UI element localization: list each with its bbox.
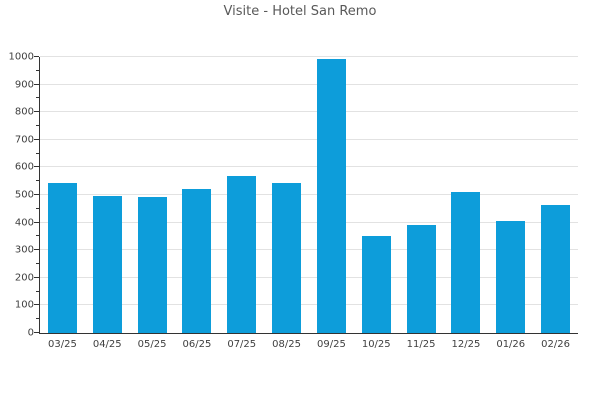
gridline xyxy=(40,194,578,195)
x-axis-line xyxy=(39,333,578,334)
bar-02/26 xyxy=(541,204,571,333)
x-axis-label: 09/25 xyxy=(317,339,346,350)
gridline xyxy=(40,83,578,85)
y-axis-minor-tick xyxy=(36,290,39,292)
y-axis-major-tick xyxy=(34,138,39,140)
bar-12/25 xyxy=(451,191,481,333)
y-axis-major-tick xyxy=(34,194,39,195)
gridline xyxy=(40,138,578,140)
y-axis-major-tick xyxy=(34,249,39,251)
y-axis-label: 500 xyxy=(14,189,34,201)
bar-03/25 xyxy=(47,182,77,333)
y-axis-major-tick xyxy=(34,221,39,223)
x-axis-label: 11/25 xyxy=(406,339,436,350)
bar-09/25 xyxy=(316,58,346,333)
y-axis-label: 600 xyxy=(14,161,34,173)
y-axis-label: 200 xyxy=(14,272,34,284)
bar-11/25 xyxy=(406,225,436,333)
x-axis-label: 03/25 xyxy=(48,339,77,350)
gridline xyxy=(40,304,578,306)
bar-08/25 xyxy=(272,183,302,333)
y-axis-label: 400 xyxy=(14,217,34,229)
y-axis-label: 800 xyxy=(14,106,34,118)
gridline xyxy=(40,249,578,251)
y-axis-minor-tick xyxy=(36,152,39,154)
y-axis-major-tick xyxy=(34,304,39,306)
y-axis-minor-tick xyxy=(36,235,39,237)
y-axis-major-tick xyxy=(34,56,39,57)
y-axis-major-tick xyxy=(34,276,39,278)
gridline xyxy=(40,221,578,223)
y-axis-minor-tick xyxy=(36,263,39,264)
y-axis-minor-tick xyxy=(36,180,39,182)
y-axis-major-tick xyxy=(34,166,39,168)
y-axis-minor-tick xyxy=(36,207,39,209)
x-axis-label: 04/25 xyxy=(92,339,122,350)
x-axis-label: 01/26 xyxy=(496,339,526,350)
x-axis-label: 02/26 xyxy=(541,339,570,350)
x-axis-label: 06/25 xyxy=(182,339,212,350)
x-axis-label: 10/25 xyxy=(361,339,391,350)
y-axis-minor-tick xyxy=(36,125,39,126)
gridline xyxy=(40,56,578,57)
chart-title: Visite - Hotel San Remo xyxy=(223,4,377,19)
bar-07/25 xyxy=(227,176,257,333)
bar-06/25 xyxy=(182,189,212,333)
bar-04/25 xyxy=(92,196,122,333)
y-axis-minor-tick xyxy=(36,69,39,71)
y-axis-label: 1000 xyxy=(8,51,34,63)
plot-area xyxy=(34,56,578,334)
bar-01/26 xyxy=(496,220,526,333)
y-axis-label: 100 xyxy=(14,299,34,311)
y-axis-label: 900 xyxy=(14,79,34,91)
y-axis-label: 700 xyxy=(14,134,34,146)
x-axis-label: 08/25 xyxy=(272,339,301,350)
x-axis-label: 05/25 xyxy=(137,339,167,350)
y-axis-major-tick xyxy=(34,83,39,85)
bar-05/25 xyxy=(137,197,167,333)
x-axis-label: 07/25 xyxy=(227,339,257,350)
y-axis-label: 0 xyxy=(27,327,34,339)
y-axis-label: 300 xyxy=(14,244,34,256)
gridline xyxy=(40,276,578,278)
y-axis-major-tick xyxy=(34,111,39,113)
gridline xyxy=(40,111,578,113)
x-axis-label: 12/25 xyxy=(451,339,481,350)
y-axis-minor-tick xyxy=(36,318,39,320)
y-axis-line xyxy=(39,57,40,334)
y-axis-labels: 0 100 200 300 400 500 600 700 800 900 1000 xyxy=(0,52,34,339)
x-axis-labels: 03/25 04/25 05/25 06/25 07/25 08/25 09/25 10/25… xyxy=(40,339,578,353)
y-axis-minor-tick xyxy=(36,97,39,99)
bar-10/25 xyxy=(361,236,391,333)
gridline xyxy=(40,166,578,168)
y-axis-major-tick xyxy=(34,332,39,333)
